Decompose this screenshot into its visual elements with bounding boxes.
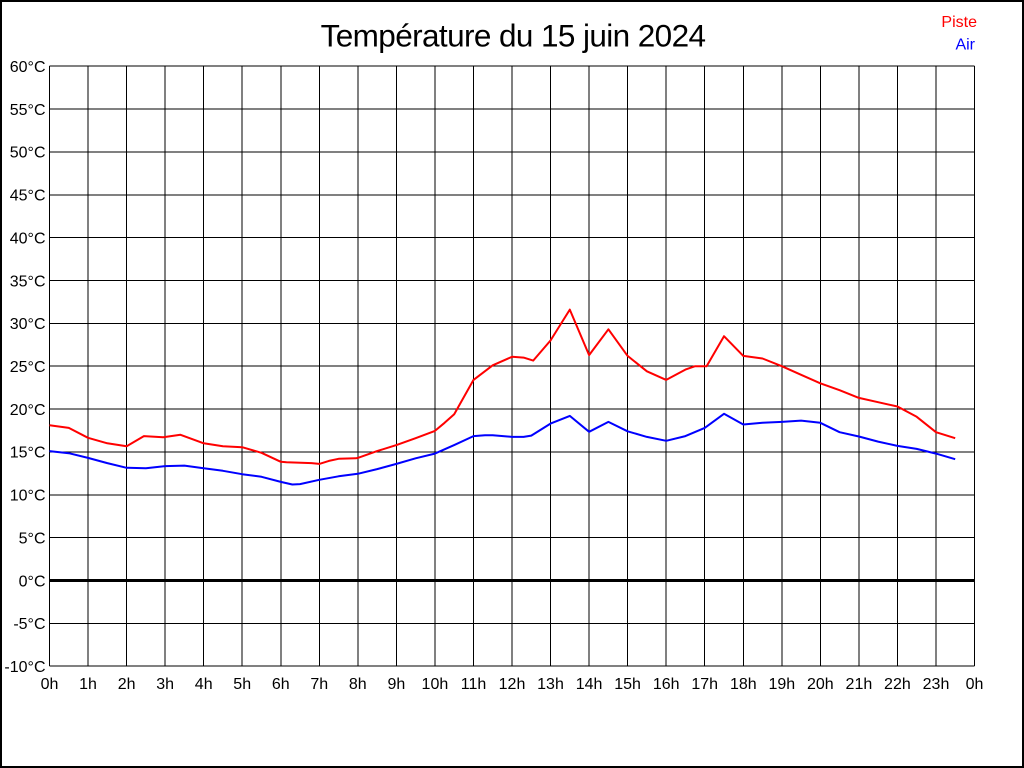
svg-text:0h: 0h	[41, 676, 59, 693]
svg-text:Air: Air	[955, 37, 975, 54]
svg-text:35°C: 35°C	[10, 273, 46, 290]
svg-text:10°C: 10°C	[10, 488, 46, 505]
svg-text:19h: 19h	[768, 676, 795, 693]
svg-text:6h: 6h	[272, 676, 290, 693]
svg-text:60°C: 60°C	[10, 59, 46, 76]
svg-text:25°C: 25°C	[10, 359, 46, 376]
svg-text:1h: 1h	[79, 676, 97, 693]
svg-text:30°C: 30°C	[10, 316, 46, 333]
svg-text:4h: 4h	[195, 676, 213, 693]
svg-text:0h: 0h	[966, 676, 984, 693]
svg-text:17h: 17h	[691, 676, 718, 693]
svg-text:9h: 9h	[388, 676, 406, 693]
svg-text:15h: 15h	[614, 676, 641, 693]
svg-text:16h: 16h	[653, 676, 680, 693]
svg-text:22h: 22h	[884, 676, 911, 693]
svg-text:45°C: 45°C	[10, 188, 46, 205]
svg-text:Piste: Piste	[941, 14, 977, 31]
svg-text:55°C: 55°C	[10, 102, 46, 119]
svg-text:23h: 23h	[923, 676, 950, 693]
svg-text:0°C: 0°C	[19, 573, 46, 590]
svg-text:8h: 8h	[349, 676, 367, 693]
svg-text:20°C: 20°C	[10, 402, 46, 419]
svg-text:10h: 10h	[422, 676, 449, 693]
svg-text:12h: 12h	[499, 676, 526, 693]
svg-text:3h: 3h	[156, 676, 174, 693]
svg-text:40°C: 40°C	[10, 230, 46, 247]
svg-text:7h: 7h	[310, 676, 328, 693]
svg-text:15°C: 15°C	[10, 445, 46, 462]
svg-text:18h: 18h	[730, 676, 757, 693]
svg-text:21h: 21h	[846, 676, 873, 693]
svg-text:2h: 2h	[118, 676, 136, 693]
svg-text:20h: 20h	[807, 676, 834, 693]
svg-text:5°C: 5°C	[19, 530, 46, 547]
svg-text:11h: 11h	[461, 676, 487, 693]
svg-text:13h: 13h	[537, 676, 564, 693]
svg-text:14h: 14h	[576, 676, 603, 693]
svg-text:50°C: 50°C	[10, 145, 46, 162]
svg-text:Température du 15 juin 2024: Température du 15 juin 2024	[321, 18, 706, 54]
svg-text:5h: 5h	[233, 676, 251, 693]
svg-text:-10°C: -10°C	[4, 659, 45, 676]
svg-text:-5°C: -5°C	[13, 616, 45, 633]
